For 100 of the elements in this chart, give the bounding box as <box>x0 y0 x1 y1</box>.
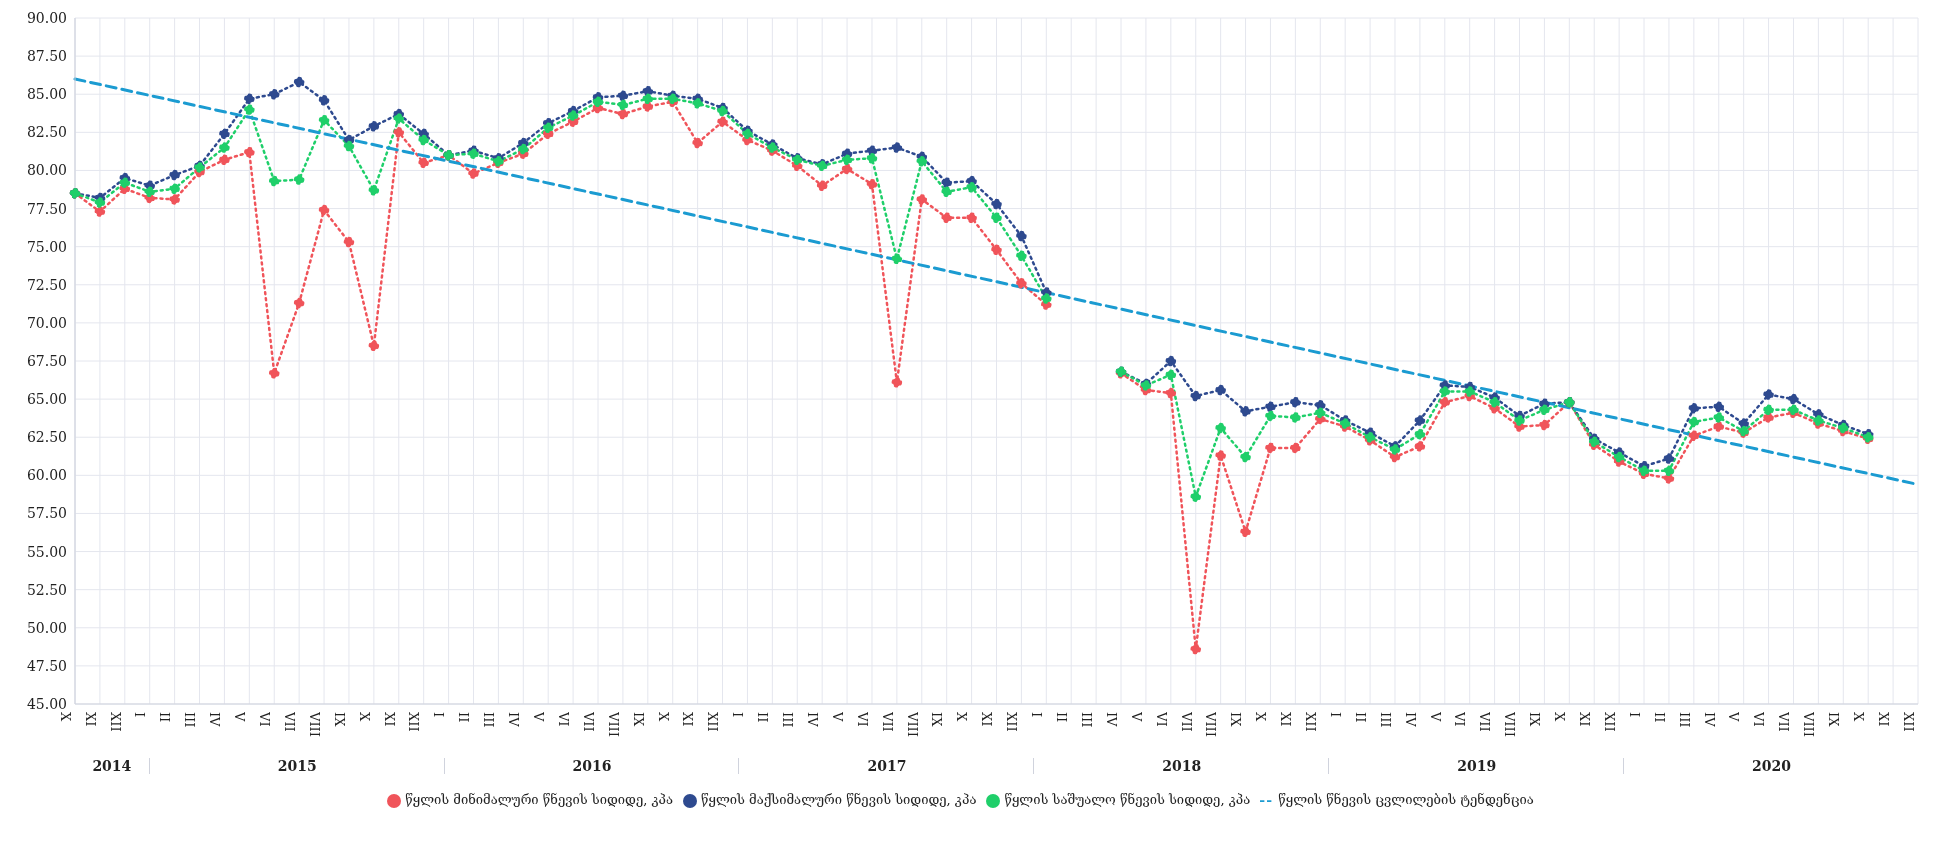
x-tick-label: XI <box>680 712 696 727</box>
x-tick-label: I <box>1626 712 1642 718</box>
x-tick-label: XII <box>1900 712 1916 732</box>
x-tick-label: VI <box>555 711 571 727</box>
x-tick-label: VII <box>1477 711 1493 732</box>
x-tick-label: XI <box>1875 712 1891 727</box>
x-tick-label: III <box>1078 712 1094 728</box>
y-tick-label: 72.50 <box>26 276 67 293</box>
y-tick-label: 77.50 <box>26 200 67 217</box>
y-tick-label: 50.00 <box>26 619 67 636</box>
x-tick-label: XII <box>107 712 123 732</box>
x-tick-label: XII <box>406 712 422 732</box>
legend-label: წყლის მინიმალური წნევის სიდიდე, კპა <box>405 792 673 807</box>
y-tick-label: 57.50 <box>26 505 67 522</box>
x-tick-label: II <box>755 712 771 723</box>
y-tick-label: 47.50 <box>26 657 67 674</box>
x-tick-label: XI <box>82 712 98 727</box>
x-tick-label: VII <box>879 711 895 732</box>
x-tick-label: VII <box>580 711 596 732</box>
x-tick-label: VIII <box>1502 711 1518 737</box>
x-tick-label: X <box>57 712 73 722</box>
x-tick-label: IX <box>1527 712 1543 728</box>
y-tick-label: 80.00 <box>26 162 67 179</box>
text: 2019 <box>1328 758 1625 774</box>
y-tick-label: 75.00 <box>26 238 67 255</box>
x-tick-label: XI <box>1278 712 1294 727</box>
x-tick-label: XI <box>1577 712 1592 727</box>
x-tick-label: IV <box>1701 712 1717 728</box>
legend-label: წყლის წნევის ცვლილების ტენდენცია <box>1278 792 1534 807</box>
y-tick-label: 62.50 <box>26 429 67 446</box>
x-tick-label: IX <box>1826 712 1842 728</box>
x-tick-label: X <box>1552 712 1568 722</box>
x-tick-label: I <box>1029 712 1045 718</box>
y-tick-label: 67.50 <box>26 352 67 369</box>
x-tick-label: VIII <box>306 711 322 737</box>
x-tick-label: VI <box>1452 711 1468 727</box>
x-tick-label: VIII <box>1203 711 1219 737</box>
y-tick-label: 85.00 <box>26 86 67 103</box>
x-tick-label: III <box>481 712 497 728</box>
x-tick-label: IX <box>630 712 646 728</box>
x-tick-label: II <box>157 712 173 723</box>
text: 2020 <box>1623 758 1919 774</box>
x-tick-label: XII <box>1303 712 1319 732</box>
x-tick-label: VIII <box>904 711 920 737</box>
x-tick-label: V <box>1726 711 1742 722</box>
x-tick-label: XI <box>979 712 995 727</box>
x-tick-label: I <box>1327 712 1343 718</box>
x-tick-label: IV <box>207 712 223 728</box>
x-tick-label: VI <box>257 711 273 727</box>
x-tick-label: X <box>1253 712 1269 722</box>
x-tick-label: V <box>1427 711 1443 722</box>
x-tick-label: VI <box>1751 711 1767 727</box>
x-tick-label: VIII <box>1801 711 1817 737</box>
x-tick-label: III <box>182 712 198 728</box>
x-tick-label: VII <box>1776 711 1792 732</box>
x-tick-label: III <box>1676 712 1692 728</box>
legend-label: წყლის საშუალო წნევის სიდიდე, კპა <box>1004 792 1251 807</box>
x-tick-label: II <box>1053 712 1069 723</box>
x-tick-label: VIII <box>605 711 621 737</box>
x-tick-label: VII <box>1178 711 1194 732</box>
x-tick-label: I <box>431 712 447 718</box>
x-tick-label: III <box>1377 712 1393 728</box>
x-tick-label: I <box>730 712 746 718</box>
y-tick-label: 65.00 <box>26 391 67 408</box>
x-tick-label: IV <box>804 712 820 728</box>
x-tick-label: V <box>530 711 546 722</box>
x-tick-label: VII <box>281 711 297 732</box>
text: 2017 <box>738 758 1035 774</box>
x-tick-label: I <box>132 712 148 718</box>
y-tick-label: 90.00 <box>26 9 67 26</box>
x-tick-label: III <box>780 712 796 728</box>
text: 2014 <box>91 758 133 774</box>
y-tick-label: 55.00 <box>26 543 67 560</box>
y-tick-label: 87.50 <box>26 48 67 65</box>
x-tick-label: VI <box>854 711 870 727</box>
text: 2018 <box>1033 758 1330 774</box>
x-tick-label: II <box>456 712 472 723</box>
x-tick-label: XII <box>1004 712 1020 732</box>
x-tick-label: IV <box>1103 712 1119 728</box>
x-tick-label: II <box>1352 712 1368 723</box>
x-tick-label: IV <box>1402 712 1418 728</box>
y-tick-label: 70.00 <box>26 314 67 331</box>
legend-label: წყლის მაქსიმალური წნევის სიდიდე, კპა <box>700 792 977 807</box>
y-tick-label: 45.00 <box>26 695 67 712</box>
x-tick-label: V <box>232 711 248 722</box>
x-tick-label: IX <box>331 712 347 728</box>
x-tick-label: IV <box>506 712 522 728</box>
x-tick-label: V <box>829 711 845 722</box>
y-tick-label: 82.50 <box>26 124 67 141</box>
x-tick-label: XII <box>1601 712 1617 732</box>
text: 2015 <box>148 758 445 774</box>
x-tick-label: VI <box>1153 711 1169 727</box>
x-tick-label: XI <box>381 712 397 727</box>
x-tick-label: XII <box>705 712 721 732</box>
x-tick-label: IX <box>929 712 945 728</box>
x-tick-label: X <box>655 712 671 722</box>
y-tick-label: 60.00 <box>26 467 67 484</box>
x-tick-label: IX <box>1228 712 1244 728</box>
x-tick-label: X <box>1850 712 1866 722</box>
x-tick-label: V <box>1128 711 1144 722</box>
